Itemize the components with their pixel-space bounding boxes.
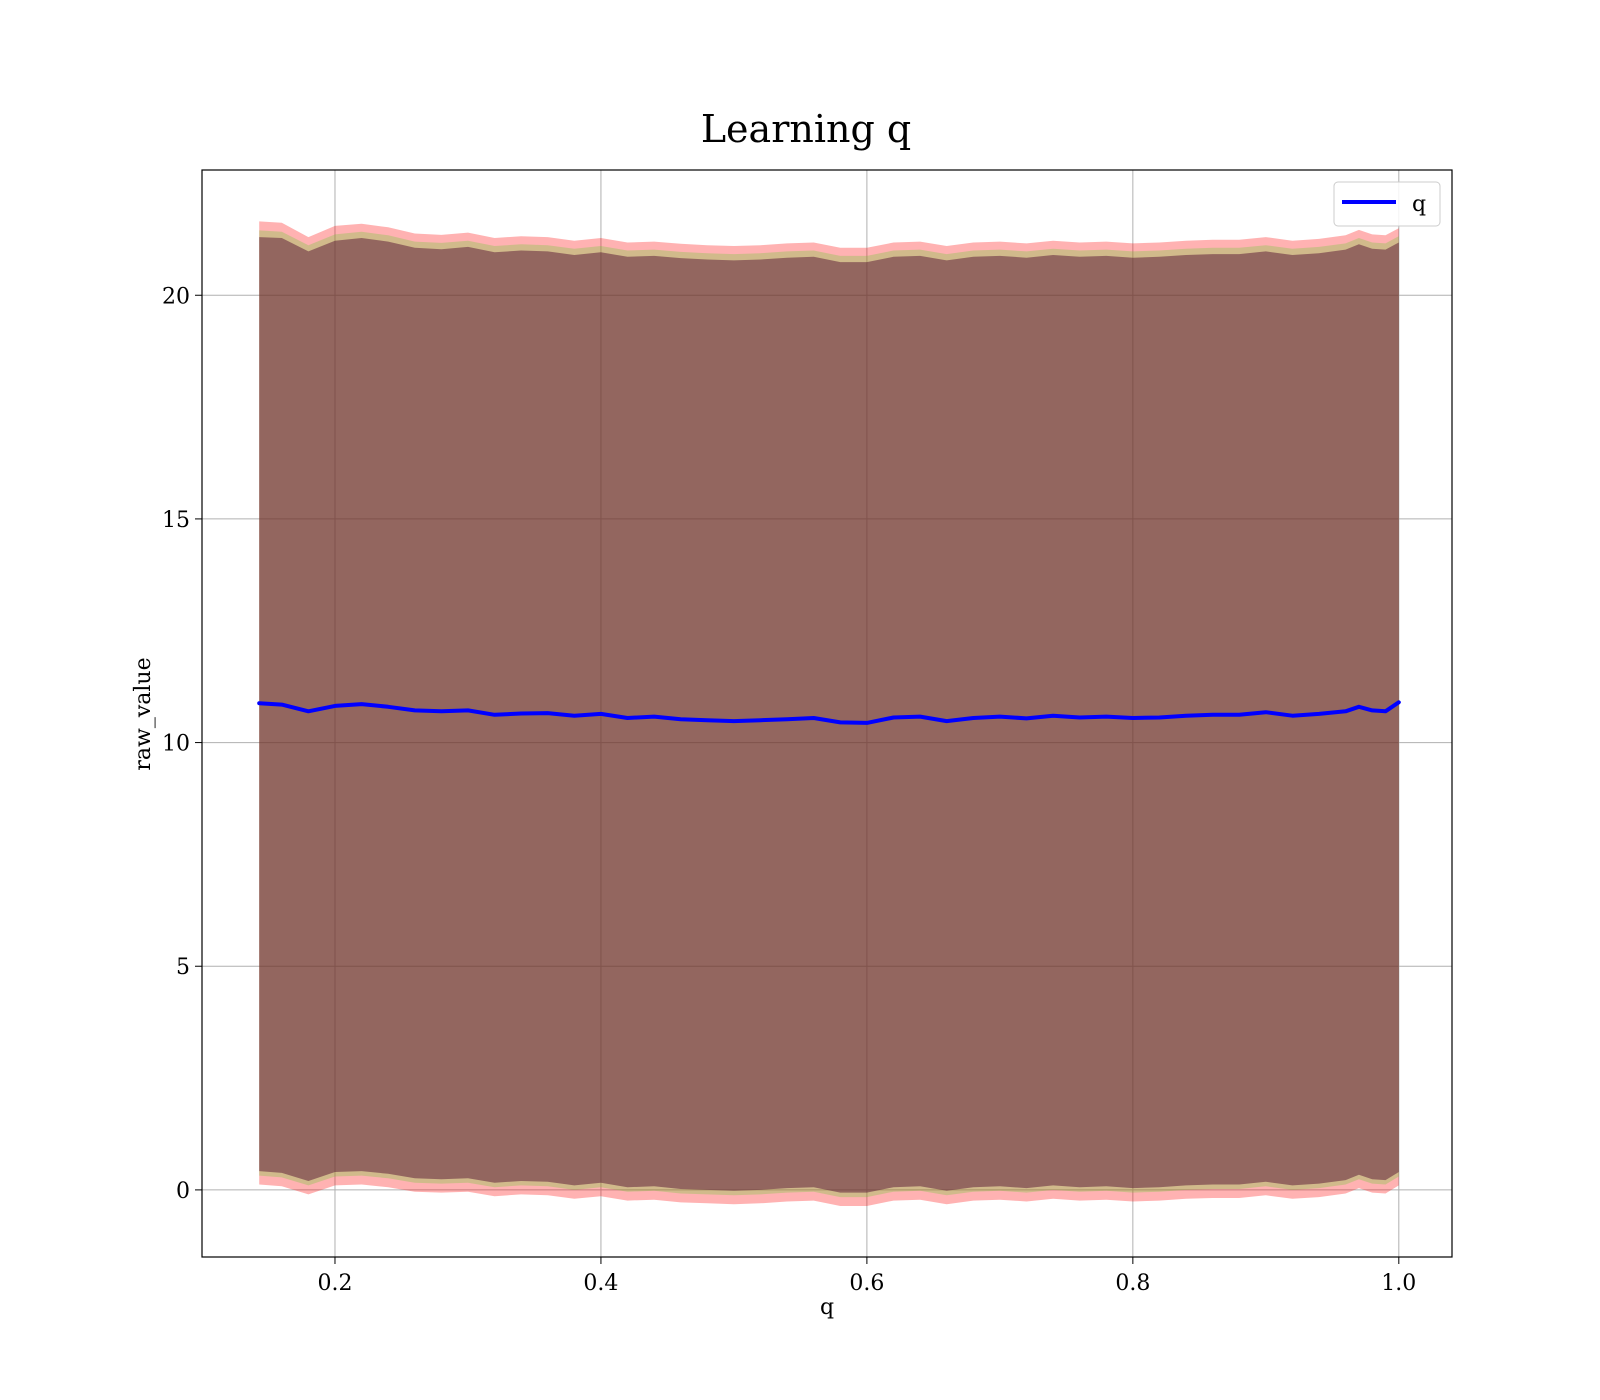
legend: q [1333, 181, 1441, 227]
x-axis: 0.2 0.4 0.6 0.8 1.0 [317, 1257, 1416, 1296]
chart-title: Learning q [701, 107, 911, 151]
confidence-bands [259, 221, 1399, 1206]
x-tick-label: 0.6 [849, 1271, 884, 1296]
x-tick-label: 0.4 [583, 1271, 618, 1296]
x-tick-label: 1.0 [1381, 1271, 1416, 1296]
y-tick-label: 15 [162, 508, 190, 533]
plot-frame [201, 169, 1453, 1258]
y-tick-label: 5 [176, 955, 190, 980]
confidence-band-2 [259, 237, 1399, 1193]
x-tick-label: 0.8 [1115, 1271, 1150, 1296]
y-axis: 0 5 10 15 20 [162, 284, 202, 1204]
y-tick-label: 0 [176, 1179, 190, 1204]
y-axis-label: raw_value [131, 657, 156, 770]
series-line-q [257, 700, 1401, 725]
series-lines [257, 700, 1401, 725]
legend-label: q [1412, 192, 1426, 217]
y-tick-label: 10 [162, 732, 190, 757]
y-tick-label: 20 [162, 284, 190, 309]
x-axis-label: q [820, 1295, 834, 1320]
x-tick-label: 0.2 [317, 1271, 352, 1296]
